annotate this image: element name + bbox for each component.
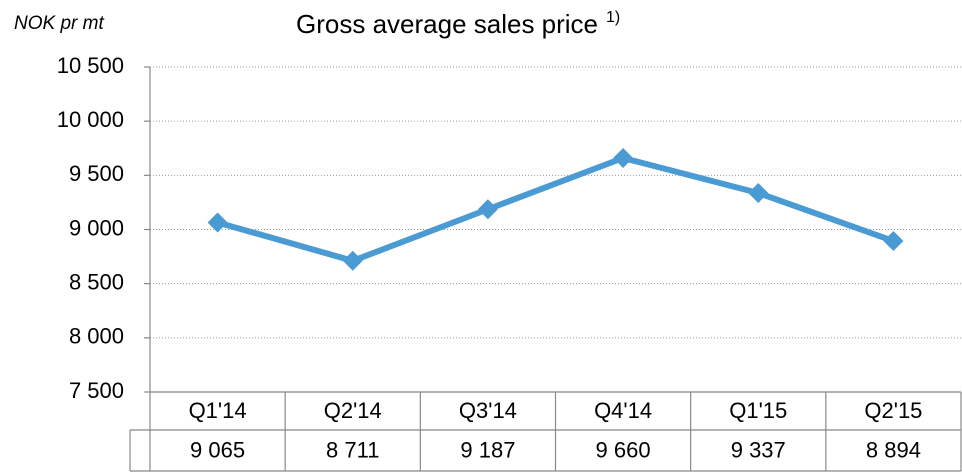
point-marker: [883, 230, 904, 251]
y-tick-label: 10 000: [57, 107, 124, 132]
x-tick-label: Q2'15: [864, 398, 922, 423]
x-tick-label: Q4'14: [594, 398, 652, 423]
y-axis-label: NOK pr mt: [14, 13, 104, 34]
table-value: 9 337: [731, 437, 786, 462]
point-marker: [748, 182, 769, 203]
title-note: 1): [606, 9, 620, 26]
y-tick-label: 8 000: [69, 324, 124, 349]
y-tick-label: 10 500: [57, 53, 124, 78]
table-value: 8 894: [866, 437, 921, 462]
table-value: 9 065: [190, 437, 245, 462]
point-marker: [613, 148, 634, 168]
point-marker: [207, 212, 228, 233]
y-tick-label: 9 000: [69, 215, 124, 240]
x-tick-label: Q1'15: [729, 398, 787, 423]
x-tick-label: Q1'14: [189, 398, 247, 423]
table-value: 9 660: [596, 437, 651, 462]
table-value: 9 187: [460, 437, 515, 462]
title-text: Gross average sales price: [296, 9, 598, 39]
chart-title: Gross average sales price 1): [296, 9, 620, 39]
x-tick-label: Q2'14: [324, 398, 382, 423]
x-tick-label: Q3'14: [459, 398, 517, 423]
series-line: [216, 155, 895, 264]
point-marker: [342, 250, 363, 271]
table-value: 8 711: [326, 437, 379, 462]
point-marker: [477, 199, 498, 220]
y-tick-label: 8 500: [69, 269, 124, 294]
y-tick-label: 7 500: [69, 378, 124, 403]
y-tick-label: 9 500: [69, 161, 124, 186]
